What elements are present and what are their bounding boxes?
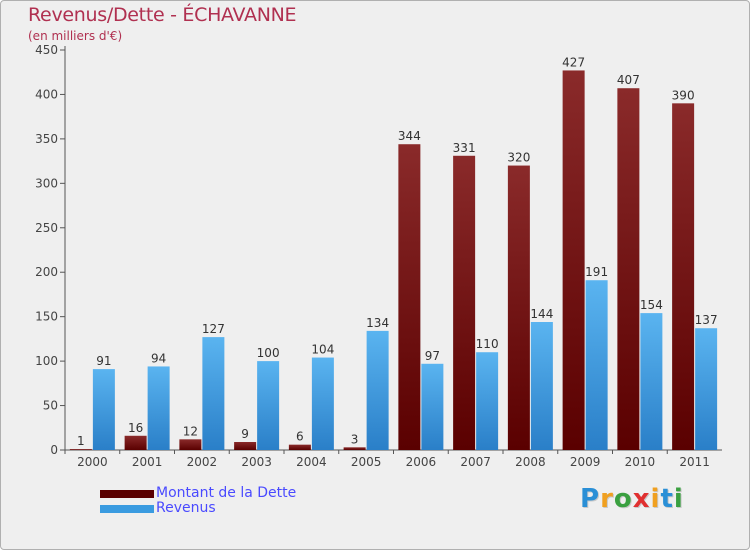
legend-swatch-debt: [100, 489, 154, 498]
bar-revenus-2004: [311, 357, 334, 450]
y-tick-label: 300: [35, 176, 58, 190]
logo-letter: i: [650, 484, 661, 514]
data-label-revenus-2008: 144: [530, 307, 553, 321]
data-label-revenus-2006: 97: [425, 349, 440, 363]
labels: 2000191200116942002121272003910020046104…: [77, 55, 718, 469]
x-tick-label: 2002: [187, 455, 218, 469]
x-tick-label: 2003: [241, 455, 272, 469]
data-label-debt-2001: 16: [128, 421, 143, 435]
legend-swatch-revenus: [100, 504, 154, 513]
data-label-revenus-2010: 154: [640, 298, 663, 312]
x-tick-label: 2004: [296, 455, 327, 469]
bar-revenus-2008: [530, 322, 553, 450]
bar-debt-2003: [234, 442, 257, 450]
x-tick-label: 2005: [351, 455, 382, 469]
data-label-debt-2010: 407: [617, 73, 640, 87]
legend: Montant de la Dette Revenus: [100, 486, 296, 516]
bar-revenus-2003: [257, 361, 280, 450]
logo-letter: t: [660, 484, 674, 514]
bar-revenus-2002: [202, 337, 225, 450]
chart-title: Revenus/Dette - ÉCHAVANNE: [28, 4, 297, 26]
bar-revenus-2009: [585, 280, 608, 450]
bars: [69, 70, 718, 451]
logo-letter: x: [632, 484, 651, 514]
bar-revenus-2011: [695, 328, 718, 450]
data-label-debt-2004: 6: [296, 430, 304, 444]
data-label-debt-2000: 1: [77, 434, 85, 448]
x-tick-label: 2007: [460, 455, 491, 469]
y-tick-label: 400: [35, 87, 58, 101]
legend-label-revenus: Revenus: [156, 500, 216, 516]
chart-subtitle: (en milliers d'€): [28, 29, 123, 43]
data-label-revenus-2004: 104: [311, 343, 334, 357]
logo-letter: r: [600, 484, 614, 514]
data-label-debt-2003: 9: [241, 427, 249, 441]
y-tick-label: 50: [43, 399, 58, 413]
x-tick-label: 2006: [406, 455, 437, 469]
x-tick-label: 2010: [625, 455, 656, 469]
data-label-revenus-2003: 100: [257, 346, 280, 360]
x-tick-label: 2011: [679, 455, 710, 469]
bar-revenus-2005: [366, 330, 389, 450]
bar-debt-2004: [288, 444, 311, 450]
data-label-revenus-2007: 110: [476, 337, 499, 351]
bar-debt-2005: [343, 447, 366, 450]
data-label-revenus-2000: 91: [96, 354, 111, 368]
y-tick-label: 250: [35, 221, 58, 235]
bar-revenus-2006: [421, 363, 444, 450]
data-label-revenus-2009: 191: [585, 265, 608, 279]
data-label-revenus-2001: 94: [151, 351, 166, 365]
bar-revenus-2000: [92, 369, 115, 450]
logo-letter: o: [613, 484, 633, 514]
bar-debt-2010: [617, 88, 640, 450]
data-label-debt-2011: 390: [672, 88, 695, 102]
bar-debt-2009: [562, 70, 585, 450]
data-label-revenus-2005: 134: [366, 316, 389, 330]
y-tick-label: 200: [35, 265, 58, 279]
data-label-debt-2002: 12: [183, 424, 198, 438]
data-label-debt-2006: 344: [398, 129, 421, 143]
y-tick-label: 450: [35, 43, 58, 57]
bar-revenus-2001: [147, 366, 170, 450]
x-tick-label: 2009: [570, 455, 601, 469]
y-tick-label: 0: [50, 443, 58, 457]
logo-letter: P: [580, 484, 601, 514]
data-label-debt-2007: 331: [453, 141, 476, 155]
bar-debt-2011: [672, 103, 695, 450]
data-label-debt-2008: 320: [507, 151, 530, 165]
bar-debt-2001: [124, 435, 147, 450]
y-tick-label: 350: [35, 132, 58, 146]
bar-revenus-2010: [640, 313, 663, 450]
bar-debt-2002: [179, 439, 202, 450]
proxiti-logo: Proxiti: [580, 484, 684, 514]
data-label-revenus-2011: 137: [695, 313, 718, 327]
legend-item-debt: Montant de la Dette: [100, 486, 296, 501]
x-tick-label: 2000: [77, 455, 108, 469]
bar-debt-2008: [507, 165, 530, 451]
bar-debt-2007: [453, 155, 476, 450]
data-label-revenus-2002: 127: [202, 322, 225, 336]
bar-debt-2000: [69, 449, 92, 450]
y-tick-label: 150: [35, 310, 58, 324]
axes: 0 50 100 150 200 250 300 350 400 450: [35, 43, 722, 457]
x-tick-label: 2001: [132, 455, 163, 469]
logo-letter: i: [673, 484, 684, 514]
y-tick-label: 100: [35, 354, 58, 368]
data-label-debt-2005: 3: [351, 432, 359, 446]
legend-label-debt: Montant de la Dette: [156, 485, 297, 501]
data-label-debt-2009: 427: [562, 55, 585, 69]
x-tick-label: 2008: [515, 455, 546, 469]
bar-revenus-2007: [476, 352, 499, 450]
legend-item-revenus: Revenus: [100, 501, 296, 516]
bar-debt-2006: [398, 144, 421, 450]
